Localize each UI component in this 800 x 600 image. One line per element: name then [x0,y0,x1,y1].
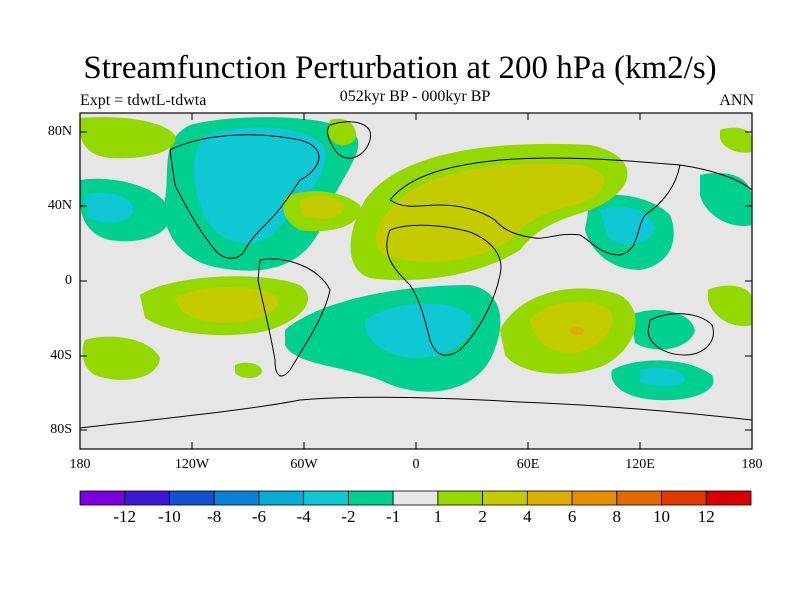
colorbar-box [347,490,394,506]
colorbar-box [571,490,618,506]
coastlines [80,121,752,429]
colorbar-label: -10 [158,507,181,526]
contour-region [193,127,326,244]
colorbar-box [482,490,528,506]
coastline-north-america [169,134,320,259]
colorbar-label: -8 [207,507,222,526]
colorbar-label: 10 [653,507,671,526]
experiment-label: Expt = tdwtL-tdwta [80,92,207,109]
lon-label: 180 [741,457,763,472]
colorbar-box [79,490,126,506]
axis-ticks [80,113,752,449]
coastline-australia [647,313,714,356]
colorbar-box [661,490,707,506]
colorbar-label: 8 [612,507,622,526]
lon-label: 180 [69,457,91,472]
contour-region [80,116,176,159]
contour-region [630,310,695,350]
colorbar-label: 4 [523,507,532,526]
coastline-africa [386,224,502,356]
lat-label: 80N [47,124,72,139]
contour-region [600,206,655,245]
contour-region [700,172,752,226]
colorbar-label: 2 [478,507,487,526]
colorbar-label: 6 [567,507,577,526]
contour-region [300,196,345,219]
lon-label: 0 [412,457,420,472]
contour-region [708,285,752,327]
contour-region [328,118,356,146]
lon-label: 120W [174,457,210,472]
colorbar [79,490,752,506]
colorbar-label: 1 [433,507,443,526]
contour-region [365,303,473,358]
coastline-antarctica [80,396,752,429]
lat-label: 80S [50,422,72,437]
contour-region [720,127,752,153]
coastline-greenland [327,121,372,159]
colorbar-box [616,490,662,506]
colorbar-label: -12 [113,507,137,526]
coastline-south-america [257,258,331,377]
colorbar-box [437,490,484,506]
contour-region [175,287,279,323]
contour-field [80,113,752,449]
lat-label: 40S [50,348,72,363]
colorbar-label: -2 [341,507,356,526]
colorbar-box [392,490,439,506]
colorbar-box [526,490,573,506]
lon-label: 120E [625,457,655,472]
colorbar-box [213,490,260,506]
colorbar-box [705,490,752,506]
colorbar-box [258,490,305,506]
colorbar-box [169,490,215,506]
colorbar-box [124,490,170,506]
colorbar-box [303,490,349,506]
contour-region [375,163,604,262]
colorbar-label: 12 [697,507,715,526]
map-title: Streamfunction Perturbation at 200 hPa (… [83,50,717,86]
contour-region [235,362,262,379]
period-label: 052kyr BP - 000kyr BP [339,88,491,105]
contour-region [82,336,160,380]
contour-region [640,368,685,387]
contour-region [570,327,584,335]
colorbar-label: -1 [386,507,401,526]
lon-label: 60W [290,457,318,472]
contour-region [85,192,134,223]
lon-label: 60E [516,457,540,472]
coastline-eurasia [389,157,752,256]
colorbar-label: -6 [251,507,266,526]
season-label: ANN [719,92,754,109]
colorbar-label: -4 [296,507,311,526]
lat-label: 0 [65,273,72,288]
contour-region [530,301,613,353]
lat-label: 40N [47,198,72,213]
